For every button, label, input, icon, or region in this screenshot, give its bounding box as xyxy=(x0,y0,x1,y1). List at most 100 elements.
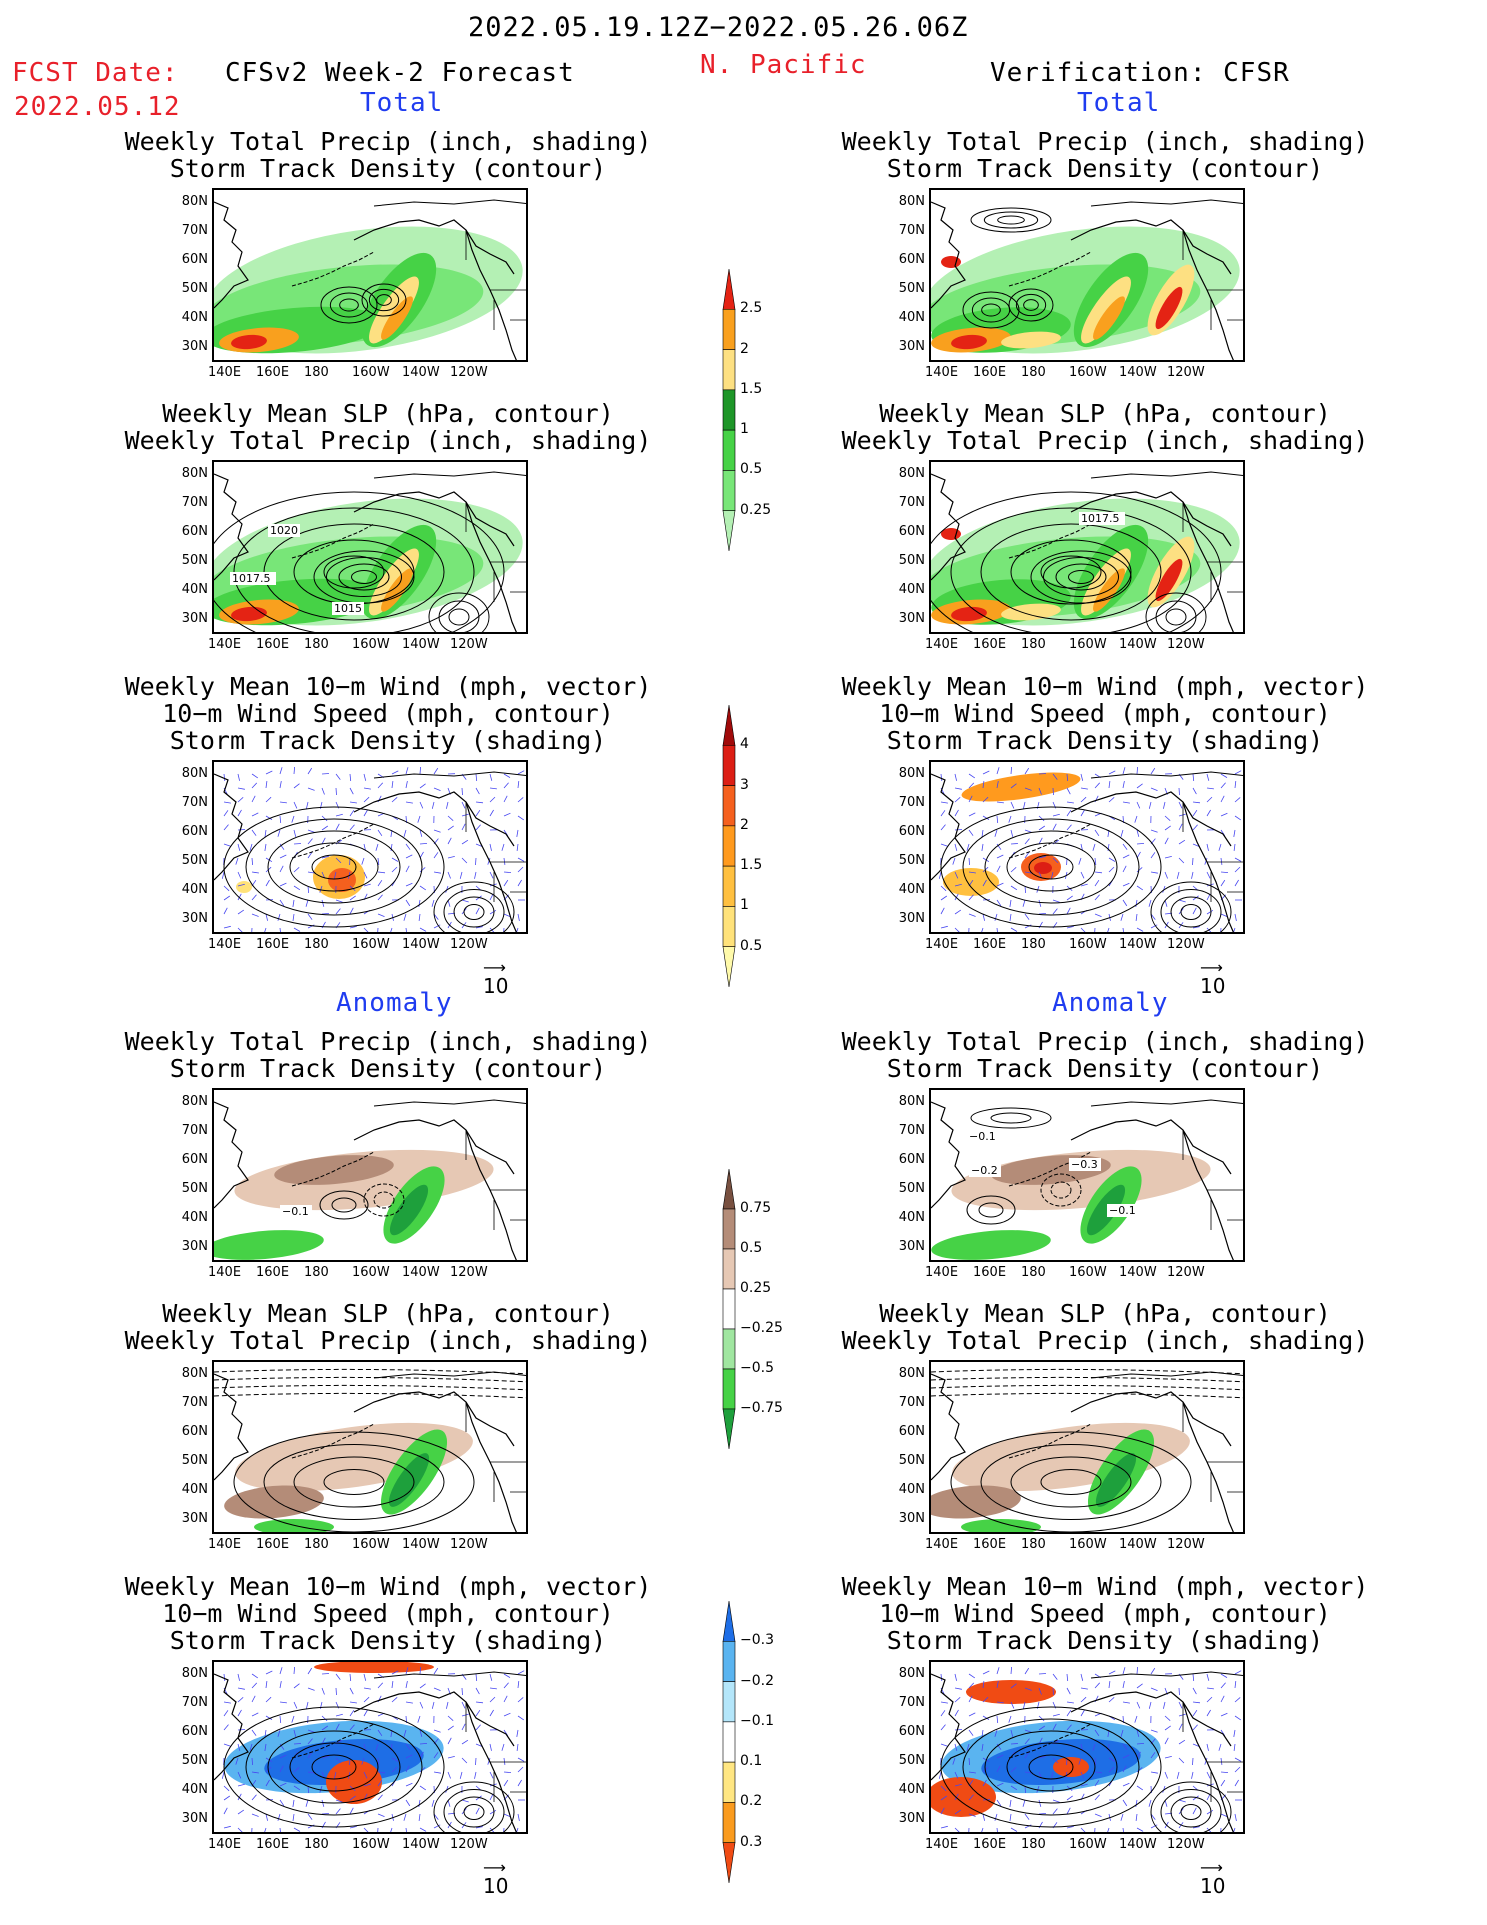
wind-vector xyxy=(1150,829,1158,833)
lon-tick-label: 160E xyxy=(256,1837,290,1852)
wind-vector xyxy=(994,913,998,921)
wind-vector xyxy=(1108,1757,1116,1762)
coastline-asia xyxy=(931,201,966,309)
wind-vector xyxy=(1010,927,1018,932)
wind-vector xyxy=(363,796,370,803)
contour-label: −0.3 xyxy=(1069,1158,1101,1171)
wind-vector xyxy=(237,893,242,901)
wind-vector xyxy=(1052,773,1058,780)
lon-tick-label: 160W xyxy=(1069,637,1107,652)
wind-vector xyxy=(1178,857,1185,864)
wind-vector xyxy=(503,1673,511,1678)
fcst-date-label: FCST Date: xyxy=(12,58,179,88)
wind-vector xyxy=(1150,1771,1158,1774)
wind-speed-contour xyxy=(267,830,401,904)
wind-vector xyxy=(307,924,315,929)
wind-vector xyxy=(1178,899,1186,903)
wind-vector xyxy=(293,1743,302,1745)
wind-vector xyxy=(377,782,383,789)
wind-vector xyxy=(996,1765,1001,1773)
wind-vector xyxy=(489,909,497,915)
coastline-alaska xyxy=(353,219,515,275)
wind-vector xyxy=(223,1825,231,1829)
wind-vector xyxy=(1220,795,1225,803)
lon-tick-label: 120W xyxy=(450,637,488,652)
wind-vector xyxy=(293,1767,300,1773)
wind-vector xyxy=(223,895,231,901)
lon-tick-label: 140E xyxy=(208,637,242,652)
wind-vector xyxy=(1094,927,1096,932)
slp-contour xyxy=(1055,563,1107,591)
wind-vector xyxy=(1108,1697,1115,1703)
wind-vector xyxy=(265,1681,268,1689)
lat-tick-label: 60N xyxy=(181,1724,208,1739)
lat-tick-label: 50N xyxy=(898,553,925,568)
storm-anom-contour xyxy=(319,1190,369,1220)
aleutian-islands xyxy=(1008,1723,1092,1759)
lon-tick-label: 140E xyxy=(925,937,959,952)
wind-vector xyxy=(349,824,355,831)
wind-vector xyxy=(1192,1724,1198,1731)
wind-vector xyxy=(1220,1695,1225,1703)
wind-vector xyxy=(1150,1752,1156,1759)
lon-tick-label: 140W xyxy=(402,1837,440,1852)
coastline-north-america xyxy=(1182,1701,1234,1832)
lon-tick-label: 180 xyxy=(304,1537,329,1552)
wind-vector xyxy=(433,767,439,775)
coastline-arctic xyxy=(1090,1671,1243,1679)
wind-vector xyxy=(1164,825,1171,831)
wind-vector xyxy=(1066,1807,1071,1815)
wind-vector xyxy=(996,801,1004,804)
wind-speed-contour xyxy=(962,1718,1140,1816)
wind-vector xyxy=(433,924,441,929)
wind-vector xyxy=(419,1767,426,1773)
wind-vector xyxy=(1066,1701,1074,1704)
wind-vector xyxy=(996,1799,1002,1807)
wind-speed-contour xyxy=(1160,889,1222,932)
wind-vector xyxy=(503,1779,509,1787)
wind-vector xyxy=(461,1799,469,1803)
lon-tick-label: 140E xyxy=(925,1265,959,1280)
wind-speed-contour xyxy=(1150,1781,1232,1832)
slp-contour xyxy=(1155,600,1197,632)
slp-contour xyxy=(1043,557,1119,597)
region-title: N. Pacific xyxy=(700,50,867,80)
slp-anom-contour xyxy=(931,1376,1243,1383)
wind-speed-contour xyxy=(311,854,357,880)
wind-vector xyxy=(433,787,441,791)
wind-vector xyxy=(1108,857,1116,862)
wind-vector xyxy=(1080,787,1088,790)
wind-vector xyxy=(1148,801,1152,809)
lat-tick-label: 80N xyxy=(181,194,208,209)
wind-vector xyxy=(1178,1687,1180,1696)
wind-vector xyxy=(517,857,525,862)
wind-vector xyxy=(996,1681,999,1689)
wind-vector xyxy=(1108,781,1111,789)
wind-vector xyxy=(321,855,329,859)
lat-tick-label: 60N xyxy=(898,1152,925,1167)
wind-vector xyxy=(251,871,259,874)
wind-vector xyxy=(1192,1757,1194,1766)
colorbar-label: −0.2 xyxy=(740,1672,774,1689)
wind-vector xyxy=(1136,843,1145,845)
wind-vector xyxy=(1206,1743,1209,1751)
wind-vector xyxy=(1010,867,1017,873)
colorbar-segment xyxy=(722,470,736,512)
lat-tick-label: 60N xyxy=(898,524,925,539)
lon-tick-label: 140E xyxy=(925,365,959,380)
wind-vector xyxy=(1234,1757,1242,1762)
storm-anom-positive xyxy=(966,1680,1056,1704)
colorbar-label: 0.25 xyxy=(740,1280,772,1296)
wind-vector xyxy=(363,1827,369,1832)
wind-vector xyxy=(1206,1709,1211,1717)
lon-tick-label: 140W xyxy=(402,1265,440,1280)
lon-tick-label: 120W xyxy=(450,937,488,952)
wind-speed-contour xyxy=(433,1781,515,1832)
wind-vector xyxy=(940,801,948,804)
wind-vector xyxy=(954,1673,957,1681)
wind-vector xyxy=(349,1701,357,1704)
wind-vector xyxy=(1163,801,1166,809)
svg-text:−0.1: −0.1 xyxy=(969,1130,996,1143)
wind-vector xyxy=(1150,1813,1156,1820)
wind-vector xyxy=(1052,813,1060,817)
